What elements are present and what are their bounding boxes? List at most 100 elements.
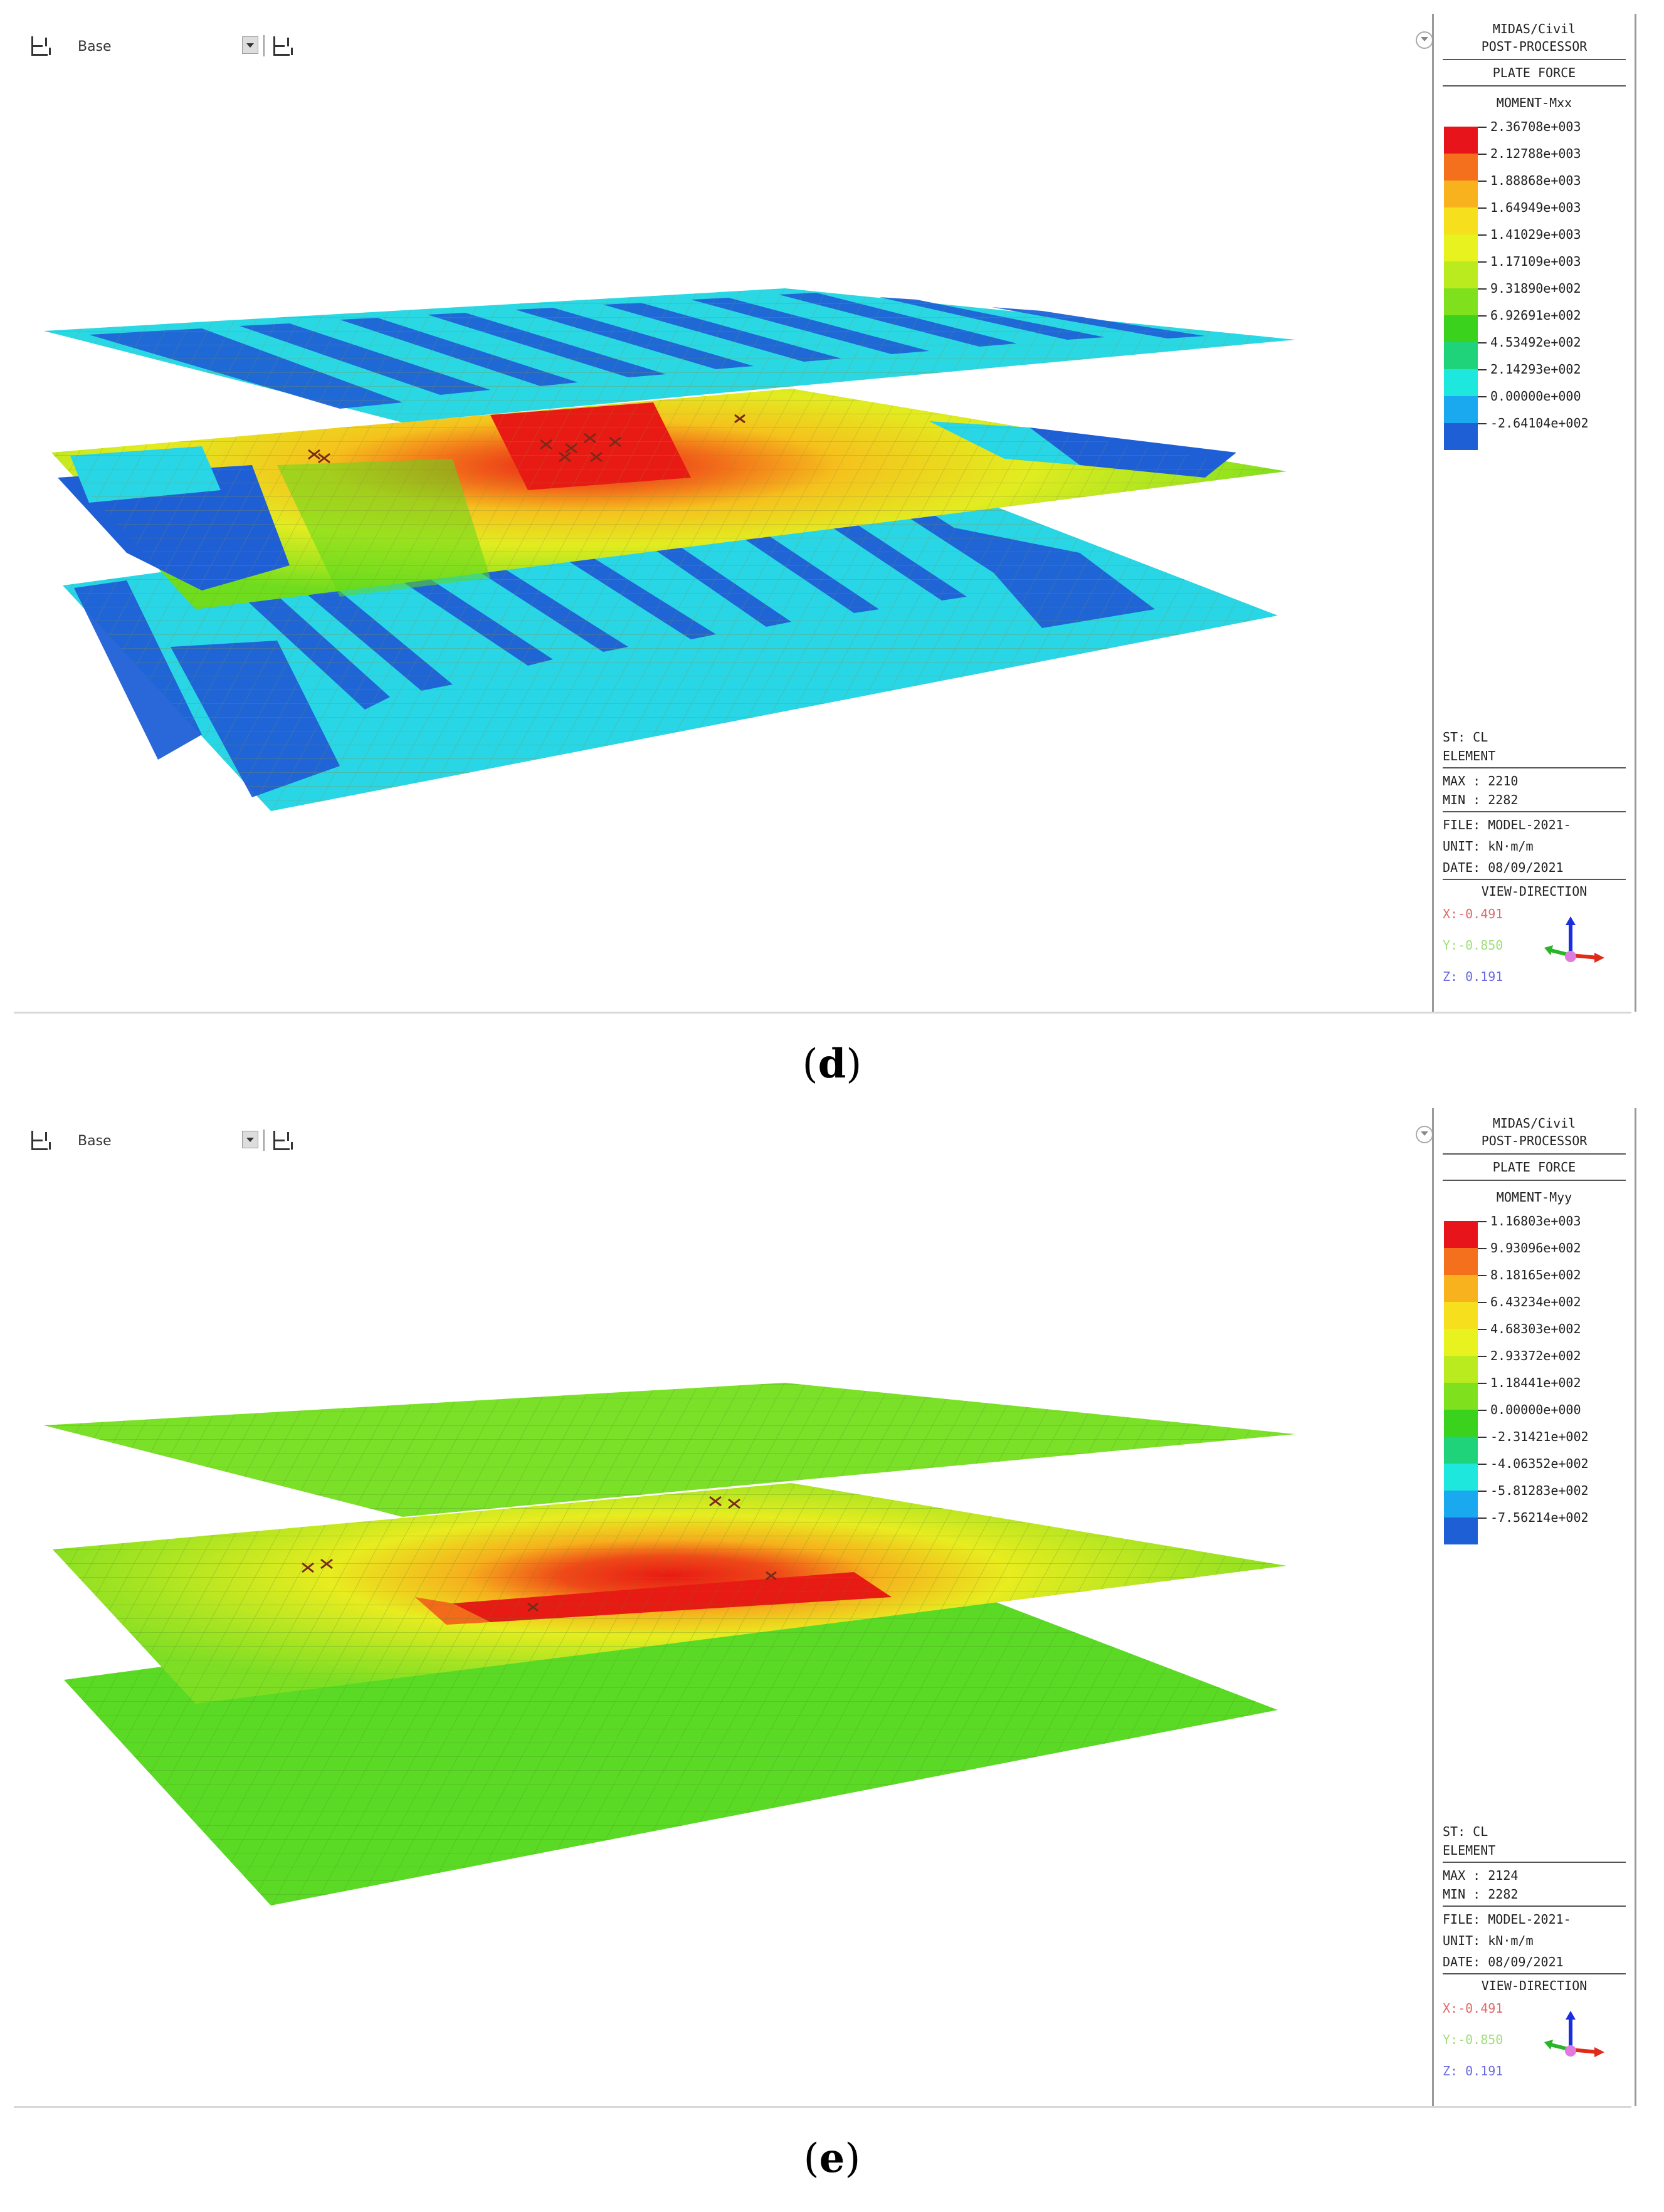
unit-label: UNIT: kN·m/m (1443, 1933, 1534, 1948)
result-panel-e: Base (14, 1108, 1636, 2111)
top-slab (44, 1383, 1295, 1517)
legend-tick (1478, 369, 1487, 370)
legend-swatch (1444, 1410, 1478, 1437)
result-type: PLATE FORCE (1492, 65, 1576, 80)
caption-d: (d) (802, 1040, 862, 1088)
divider (1443, 767, 1626, 768)
legend-swatch (1444, 207, 1478, 234)
divider (1443, 1180, 1626, 1181)
story-icon[interactable] (271, 1127, 298, 1155)
legend-swatch (1444, 342, 1478, 369)
date-label: DATE: 08/09/2021 (1443, 860, 1564, 875)
legend-tick (1478, 1491, 1487, 1492)
view-y: Y:-0.850 (1443, 2032, 1503, 2047)
story-dropdown[interactable] (242, 1131, 258, 1148)
app-name: MIDAS/Civil (1492, 1116, 1576, 1131)
legend-label: -2.31421e+002 (1490, 1429, 1589, 1444)
legend-tick (1478, 1517, 1487, 1519)
legend-swatch (1444, 1329, 1478, 1356)
legend-tick (1478, 1248, 1487, 1249)
legend-tick (1478, 181, 1487, 182)
axis-triad-icon (1544, 916, 1604, 963)
divider (1443, 879, 1626, 880)
legend-tick (1478, 261, 1487, 263)
legend-tick (1478, 423, 1487, 424)
legend-swatch (1444, 154, 1478, 181)
story-dropdown[interactable] (242, 36, 258, 54)
legend-swatch (1444, 315, 1478, 342)
toolbar: Base (29, 1127, 317, 1158)
legend-label: -2.64104e+002 (1490, 416, 1589, 431)
divider (1443, 1153, 1626, 1155)
load-case: ST: CL (1443, 730, 1488, 745)
legend-swatch (1444, 234, 1478, 261)
legend-tick (1478, 288, 1487, 290)
model-viewport[interactable] (14, 14, 1424, 1012)
max-value: MAX : 2124 (1443, 1868, 1519, 1883)
view-x: X:-0.491 (1443, 2001, 1503, 2016)
legend-label: 2.93372e+002 (1490, 1348, 1581, 1363)
view-direction-title: VIEW-DIRECTION (1481, 1978, 1588, 1993)
legend-swatch (1444, 127, 1478, 154)
legend-label: 2.36708e+003 (1490, 119, 1581, 134)
legend-swatch (1444, 288, 1478, 315)
legend-tick (1478, 1356, 1487, 1357)
post-processor-panel: MIDAS/Civil POST-PROCESSOR PLATE FORCE M… (1432, 14, 1636, 1012)
legend-swatch (1444, 261, 1478, 288)
legend-swatch (1444, 1356, 1478, 1383)
legend-tick (1478, 342, 1487, 343)
story-icon[interactable] (29, 1127, 56, 1155)
component-name: MOMENT-Mxx (1496, 95, 1572, 110)
legend-label: 0.00000e+000 (1490, 1402, 1581, 1417)
load-case: ST: CL (1443, 1824, 1488, 1839)
legend-label: 1.16803e+003 (1490, 1213, 1581, 1229)
app-name: MIDAS/Civil (1492, 21, 1576, 36)
story-icon[interactable] (29, 33, 56, 60)
legend-swatch (1444, 1464, 1478, 1491)
legend-swatch (1444, 1437, 1478, 1464)
toolbar-separator (263, 1130, 265, 1151)
panel-divider (14, 1012, 1631, 1014)
legend-label: 6.92691e+002 (1490, 308, 1581, 323)
legend-tick (1478, 1410, 1487, 1411)
toolbar-separator (263, 35, 265, 56)
view-z: Z: 0.191 (1443, 2063, 1503, 2078)
legend-tick (1478, 1275, 1487, 1276)
view-z: Z: 0.191 (1443, 969, 1503, 984)
legend-tick (1478, 396, 1487, 397)
legend-label: 1.88868e+003 (1490, 173, 1581, 188)
legend-tick (1478, 1464, 1487, 1465)
legend-tick (1478, 1383, 1487, 1384)
legend-tick (1478, 1302, 1487, 1303)
legend-swatch (1444, 1221, 1478, 1248)
legend-swatch (1444, 1248, 1478, 1275)
legend-label: -7.56214e+002 (1490, 1510, 1589, 1525)
legend-tick (1478, 154, 1487, 155)
unit-label: UNIT: kN·m/m (1443, 839, 1534, 854)
legend-label: 2.12788e+003 (1490, 146, 1581, 161)
file-name: FILE: MODEL-2021- (1443, 1912, 1571, 1927)
result-type: PLATE FORCE (1492, 1160, 1576, 1175)
top-slab (44, 288, 1295, 422)
divider (1443, 1905, 1626, 1907)
legend-swatch (1444, 1275, 1478, 1302)
panel-divider (14, 2106, 1631, 2108)
legend-label: 4.68303e+002 (1490, 1321, 1581, 1336)
mode-name: POST-PROCESSOR (1481, 39, 1588, 54)
legend-label: 1.18441e+002 (1490, 1375, 1581, 1390)
min-value: MIN : 2282 (1443, 1887, 1519, 1902)
result-panel-d: Base (14, 14, 1636, 1017)
story-icon[interactable] (271, 33, 298, 60)
divider (1443, 811, 1626, 812)
min-value: MIN : 2282 (1443, 792, 1519, 807)
legend-swatch (1444, 396, 1478, 423)
legend-swatch (1444, 1302, 1478, 1329)
story-label: Base (78, 1133, 112, 1149)
legend-swatch (1444, 1383, 1478, 1410)
support-markers (308, 414, 745, 464)
model-viewport[interactable] (14, 1108, 1424, 2106)
mode-name: POST-PROCESSOR (1481, 1133, 1588, 1148)
legend-swatch (1444, 423, 1478, 450)
view-direction-title: VIEW-DIRECTION (1481, 884, 1588, 899)
legend-tick (1478, 315, 1487, 317)
